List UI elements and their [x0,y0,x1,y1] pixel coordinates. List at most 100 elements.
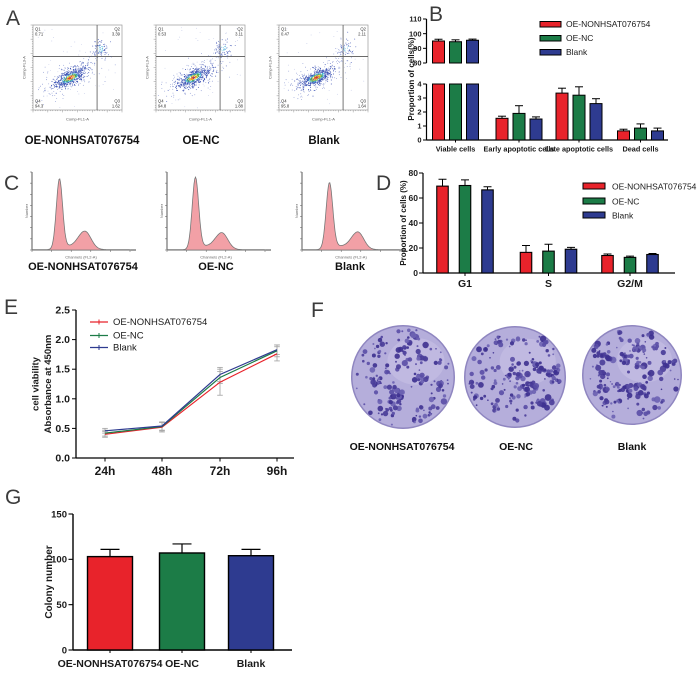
y-tick-label: 2.0 [55,334,70,346]
panel-c-label: C [4,172,20,195]
quadrant-value: 2.11 [358,32,367,37]
y-axis-title: cell viability [31,356,42,411]
legend-label: Blank [612,211,634,221]
category-label: Dead cells [622,145,658,154]
quadrant-label: Q3 [360,99,366,104]
y-tick-label: 1 [417,122,421,131]
legend-label: Blank [566,47,588,57]
quadrant-value: 3.11 [235,32,244,37]
y-tick-label: 2.5 [55,305,70,317]
legend-swatch [582,211,606,219]
colony-dish-3 [582,325,682,425]
category-label: Viable cells [436,145,476,154]
x-axis-title: Channels (FL2-A) [335,255,367,260]
legend-label: OE-NC [566,33,593,43]
y-tick-label: 0 [417,136,421,145]
legend-swatch [539,35,562,42]
y-axis-title: Comp-FL3-A [22,56,27,79]
quadrant-label: Q1 [281,27,287,32]
legend-label: OE-NONHSAT076754 [566,19,651,29]
y-tick-label: 0 [62,645,67,656]
x-tick-label: 24h [95,464,116,478]
quadrant-label: Q1 [35,27,41,32]
y-tick-label: 20 [409,243,419,253]
y-axis-title: Comp-FL3-A [268,56,273,79]
y-tick-label: 4 [417,80,422,89]
panel-a-label: A [6,7,21,30]
quadrant-value: 0.53 [158,32,167,37]
category-label: Late apoptotic cells [545,145,613,154]
legend-swatch [582,197,606,205]
legend-label: Blank [113,343,137,354]
legend-label: OE-NONHSAT076754 [612,182,697,192]
quadrant-label: Q2 [114,27,120,32]
y-tick-label: 100 [409,29,422,38]
legend-label: OE-NC [113,331,144,342]
x-tick-label: 96h [267,464,288,478]
panel-d-label: D [376,172,392,195]
legend-swatch [539,49,562,56]
y-tick-label: 50 [56,600,67,611]
condition-label: OE-NC [182,135,220,147]
y-axis-title: Number [294,203,299,218]
y-tick-label: 0.5 [55,423,70,435]
quadrant-value: 94.3 [35,104,44,109]
y-axis-title: Colony number [44,545,55,618]
y-tick-label: 90 [413,44,421,53]
panel-b-label: B [429,3,444,26]
legend-label: OE-NC [612,197,639,207]
bar [466,83,479,141]
quadrant-value: 0.47 [281,32,290,37]
histogram-curve [31,178,132,251]
quadrant-label: Q2 [360,27,366,32]
y-tick-label: 1.5 [55,364,70,376]
category-label: OE-NC [165,658,199,670]
x-axis-title: Comp-FL1-A [66,117,89,122]
bar [158,552,206,651]
condition-label: OE-NONHSAT076754 [24,135,140,147]
y-axis-title: Comp-FL3-A [145,56,150,79]
histogram-curve [301,182,402,251]
quadrant-label: Q3 [237,99,243,104]
x-axis-title: Comp-FL1-A [312,117,335,122]
legend-label: OE-NONHSAT076754 [113,317,207,328]
condition-label: OE-NC [198,261,234,273]
y-axis-title: Proportion of cells (%) [399,180,408,266]
quadrant-value: 1.88 [235,104,244,109]
y-tick-label: 0.0 [55,453,70,465]
quadrant-label: Q1 [158,27,164,32]
y-tick-label: 110 [409,15,421,24]
quadrant-value: 94.8 [158,104,167,109]
x-axis-title: Channels (FL2-A) [200,255,232,260]
category-label: S [545,278,552,290]
y-axis-title: Absorbance at 450nm [43,335,54,434]
line-series [104,353,278,435]
condition-label: Blank [617,441,647,453]
quadrant-label: Q4 [158,99,164,104]
category-label: Early apoptotic cells [484,145,555,154]
bar [227,555,275,651]
quadrant-value: 0.71 [35,32,44,37]
line-series [104,350,278,434]
y-axis-title: Number [24,203,29,218]
panel-e-chart-svg: 0.0 0.5 1.0 1.5 2.0 2.5 24h 48h 72h 96h cell viabi… [31,305,294,478]
panel-f-label: F [311,299,325,322]
quadrant-label: Q4 [35,99,41,104]
category-label: G2/M [617,278,643,290]
condition-label: OE-NC [499,441,533,453]
quadrant-value: 1.64 [358,104,367,109]
colony-dish-1 [351,325,455,429]
y-tick-label: 100 [51,555,67,566]
y-tick-label: 80 [409,168,419,178]
cycle-histogram-2: Channels (FL2-A) Number [159,171,271,260]
